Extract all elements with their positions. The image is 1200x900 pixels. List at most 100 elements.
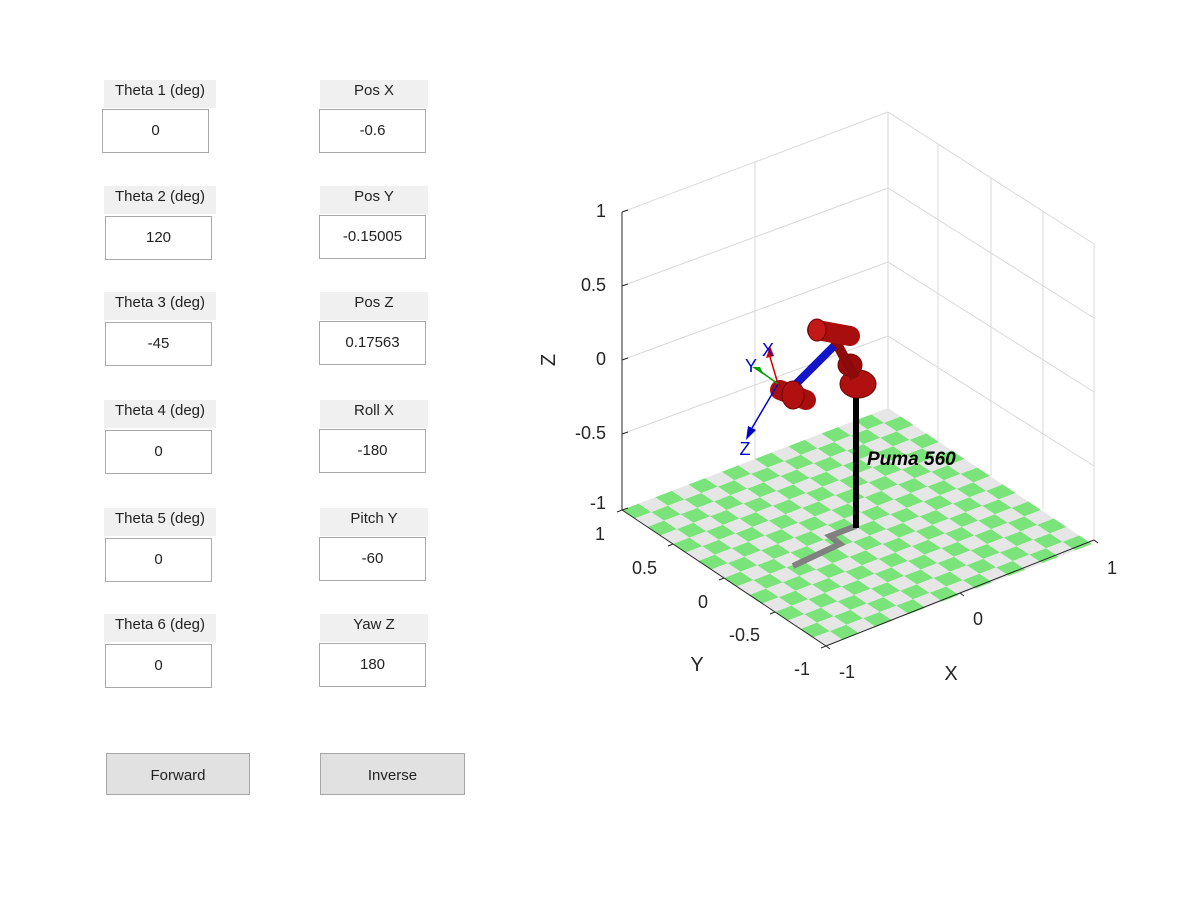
floor-tile (780, 469, 810, 485)
floor-tile (760, 490, 790, 506)
tool-x-axis (769, 356, 779, 385)
floor-tile (740, 565, 770, 581)
floor-tile (857, 520, 887, 536)
tool-y-label: Y (745, 356, 757, 376)
axis-tick (621, 283, 629, 287)
pos-y-label: Pos Y (320, 186, 428, 214)
floor-tile (933, 571, 963, 587)
floor-tile (714, 495, 744, 510)
floor-tile (849, 550, 879, 566)
floor-tile (965, 505, 995, 521)
z-axis-label: Z (538, 354, 560, 366)
floor-tile (837, 595, 867, 610)
floor-tile (903, 516, 933, 532)
floor-tile (1029, 548, 1059, 564)
axis-tick (667, 543, 674, 547)
floor-tile (817, 442, 847, 457)
pos-z-input[interactable] (319, 321, 426, 365)
floor-tile (818, 495, 849, 510)
y-tick-label: 1 (595, 524, 605, 544)
forearm-link (793, 343, 837, 387)
floor-tile (956, 482, 987, 498)
floor-tile (887, 575, 917, 591)
theta-3-label: Theta 3 (deg) (104, 292, 216, 320)
floor-tile (927, 480, 957, 496)
floor-tile (982, 499, 1012, 515)
floor-tile (766, 582, 796, 598)
theta-6-label: Theta 6 (deg) (104, 614, 216, 642)
floor-tile (756, 505, 786, 521)
yaw-z-input[interactable] (319, 643, 426, 687)
axis-tick (820, 645, 827, 649)
floor-tile (855, 467, 886, 483)
floor-tile (901, 463, 932, 479)
floor-tile (886, 522, 916, 538)
floor-tile (974, 529, 1004, 544)
axis-tick (825, 645, 831, 650)
floor-tile (879, 605, 910, 621)
pos-y-input[interactable] (319, 215, 426, 259)
floor-tile (794, 531, 824, 547)
floor-tile (858, 573, 888, 589)
floor-tile (873, 514, 903, 530)
floor-tile (757, 558, 787, 574)
checkerboard-floor (622, 408, 1092, 646)
roll-x-input[interactable] (319, 429, 426, 473)
floor-tile (862, 558, 892, 574)
floor-tile (799, 569, 829, 585)
pos-z-label: Pos Z (320, 292, 428, 320)
floor-tile (957, 535, 988, 551)
floor-tile (734, 473, 764, 489)
floor-tile (940, 488, 970, 504)
floor-tile (817, 616, 847, 632)
floor-tile (863, 612, 893, 627)
theta-2-input[interactable] (105, 216, 212, 260)
floor-tile (947, 459, 978, 474)
floor-tile (909, 433, 939, 449)
z-tick-label: 1 (596, 201, 606, 221)
floor-tile (945, 527, 975, 542)
floor-tile (854, 414, 885, 430)
x-axis-label: X (944, 663, 957, 685)
floor-tile (918, 456, 948, 472)
floor-tile (952, 497, 983, 513)
floor-tile (738, 459, 768, 474)
floor-tile (816, 563, 846, 578)
floor-tile (777, 537, 808, 553)
floor-tile (878, 552, 908, 568)
inverse-button[interactable]: Inverse (320, 753, 465, 795)
floor-tile (651, 505, 681, 521)
pos-x-label: Pos X (320, 80, 428, 108)
forward-button[interactable]: Forward (106, 753, 250, 795)
pos-x-input[interactable] (319, 109, 426, 153)
floor-tile (806, 486, 836, 502)
floor-tile (920, 563, 951, 578)
theta-5-input[interactable] (105, 538, 212, 582)
theta-4-input[interactable] (105, 430, 212, 474)
floor-tile (929, 586, 959, 602)
wrist-joint (770, 380, 816, 410)
floor-tile (808, 592, 838, 608)
floor-tile (970, 544, 1000, 559)
floor-tile (727, 556, 758, 572)
floor-tile (778, 590, 809, 606)
floor-tile (893, 439, 923, 455)
theta-3-input[interactable] (105, 322, 212, 366)
theta-1-input[interactable] (102, 109, 209, 153)
floor-tile (836, 541, 866, 557)
floor-tile (697, 501, 727, 517)
floor-tile (1062, 535, 1092, 551)
floor-tile (770, 567, 800, 583)
floor-tile (868, 476, 898, 491)
axis-tick (616, 509, 623, 513)
pitch-y-input[interactable] (319, 537, 426, 581)
floor-tile (801, 448, 831, 464)
floor-tile (969, 490, 999, 506)
floor-tile (721, 465, 752, 481)
floor-tile (986, 484, 1016, 500)
floor-tile (885, 469, 915, 485)
axis-tick (718, 577, 725, 581)
axis-ticks (616, 209, 1099, 650)
theta-6-input[interactable] (105, 644, 212, 688)
